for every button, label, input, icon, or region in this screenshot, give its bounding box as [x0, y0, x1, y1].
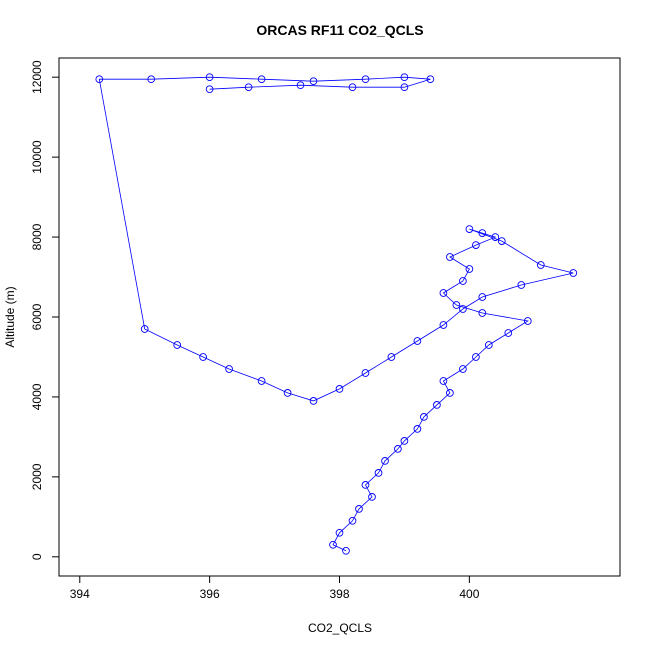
data-point: [484, 341, 493, 349]
data-point: [205, 73, 214, 82]
data-point: [517, 281, 526, 289]
data-point: [472, 353, 480, 361]
y-tick-label: 6000: [30, 303, 44, 330]
data-point: [491, 233, 500, 241]
data-point: [199, 353, 207, 361]
data-point: [205, 85, 214, 94]
y-tick-label: 12000: [30, 60, 44, 94]
data-point: [355, 505, 363, 513]
data-point: [257, 75, 266, 84]
series-layer: [95, 73, 578, 555]
data-point: [569, 269, 578, 277]
x-tick-label: 396: [200, 587, 220, 601]
x-axis: 394 396 398 400: [70, 576, 480, 601]
data-point: [283, 389, 292, 397]
data-point: [472, 241, 480, 249]
data-point: [387, 353, 396, 361]
data-point: [446, 389, 454, 397]
data-point: [244, 83, 253, 92]
data-point: [329, 540, 337, 549]
data-point: [342, 546, 350, 555]
data-point: [173, 341, 182, 349]
data-point: [459, 305, 467, 313]
data-point: [225, 365, 233, 373]
y-axis-label: Altitude (m): [3, 286, 17, 347]
data-point: [361, 75, 370, 84]
data-point: [439, 377, 448, 385]
x-tick-label: 394: [70, 587, 90, 601]
data-point: [413, 425, 422, 433]
data-point: [420, 413, 428, 421]
data-point: [452, 301, 461, 309]
data-point: [95, 75, 104, 84]
data-point: [439, 289, 448, 297]
chart-title: ORCAS RF11 CO2_QCLS: [256, 22, 423, 38]
y-tick-label: 10000: [30, 140, 44, 174]
y-tick-label: 0: [30, 553, 44, 560]
data-point: [400, 437, 409, 445]
data-point: [504, 329, 513, 337]
data-point: [459, 277, 467, 285]
data-point: [465, 265, 474, 273]
data-point: [523, 317, 532, 325]
plot-frame: [58, 57, 621, 577]
x-axis-label: CO2_QCLS: [308, 621, 372, 635]
data-point: [309, 77, 318, 86]
data-point: [536, 261, 545, 269]
data-point: [361, 481, 370, 489]
data-point: [147, 75, 156, 84]
data-point: [426, 75, 435, 84]
data-point: [348, 516, 357, 525]
data-point: [374, 469, 383, 477]
data-point: [296, 81, 305, 90]
data-point: [439, 321, 448, 329]
data-point: [368, 493, 376, 501]
data-point: [400, 83, 409, 92]
y-axis: 0 2000 4000 6000 8000 10000 12000: [30, 60, 59, 560]
data-point: [140, 325, 149, 333]
y-tick-label: 4000: [30, 383, 44, 410]
data-point: [381, 457, 389, 465]
series-line: [98, 76, 574, 552]
data-point: [446, 253, 454, 261]
y-tick-label: 2000: [30, 463, 44, 490]
data-point: [335, 528, 344, 537]
data-point: [465, 225, 474, 233]
x-tick-label: 400: [459, 587, 479, 601]
data-point: [309, 397, 318, 405]
data-point: [478, 309, 487, 317]
x-tick-label: 398: [329, 587, 349, 601]
data-point: [478, 229, 487, 237]
data-point: [478, 293, 487, 301]
data-point: [257, 377, 266, 385]
data-point: [497, 237, 506, 245]
data-point: [459, 365, 467, 373]
data-point: [433, 401, 441, 409]
data-point: [400, 73, 409, 82]
y-tick-label: 8000: [30, 223, 44, 250]
data-point: [413, 337, 422, 345]
data-point: [394, 445, 402, 453]
data-point: [361, 369, 370, 377]
data-point: [335, 385, 344, 393]
data-point: [348, 83, 357, 92]
